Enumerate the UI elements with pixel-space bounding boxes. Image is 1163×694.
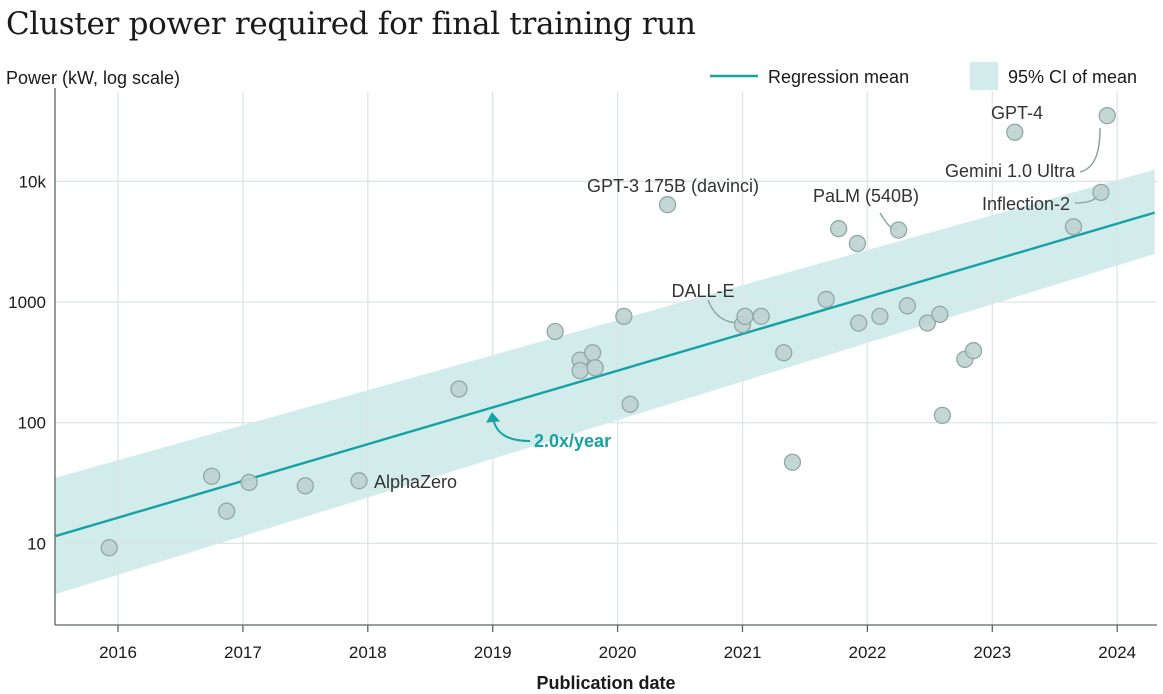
data-point xyxy=(583,344,602,362)
y-tick-label: 1000 xyxy=(8,293,46,312)
rate-label: 2.0x/year xyxy=(534,431,611,451)
ci-band-layer xyxy=(55,169,1155,595)
regression-line-layer xyxy=(55,211,1156,538)
data-point xyxy=(615,307,633,326)
data-point xyxy=(933,406,951,425)
data-point xyxy=(889,221,908,239)
data-point xyxy=(1006,123,1024,141)
annotation-label: Inflection-2 xyxy=(982,194,1070,214)
x-axis-title: Publication date xyxy=(536,673,675,693)
grid-layer xyxy=(55,92,1157,625)
data-point xyxy=(586,359,604,377)
data-point xyxy=(736,307,754,326)
annotation-label: GPT-4 xyxy=(991,103,1043,123)
chart-title: Cluster power required for final trainin… xyxy=(6,6,696,42)
x-tick-label: 2024 xyxy=(1098,643,1136,662)
data-point xyxy=(783,453,802,471)
x-tick-label: 2023 xyxy=(973,643,1011,662)
data-point xyxy=(1098,106,1116,125)
annotation-label: Gemini 1.0 Ultra xyxy=(945,161,1076,181)
data-point xyxy=(752,307,770,326)
rate-arrowhead xyxy=(486,412,501,423)
text-layer: 2016 2017 2018 2019 2020 2021 2022 2023 2024 10 10… xyxy=(6,62,1137,693)
annotation-label: GPT-3 175B (davinci) xyxy=(587,176,759,196)
x-tick-label: 2018 xyxy=(349,643,387,662)
x-tick-label: 2019 xyxy=(474,643,512,662)
x-tick-label: 2022 xyxy=(848,643,886,662)
x-tick-label: 2017 xyxy=(224,643,262,662)
legend-label-ci: 95% CI of mean xyxy=(1008,67,1137,87)
data-point xyxy=(1064,218,1083,236)
axis-layer xyxy=(54,88,1157,632)
data-point xyxy=(830,220,848,238)
ci-band xyxy=(55,169,1155,595)
annotation-label: DALL-E xyxy=(671,281,734,301)
data-point xyxy=(203,467,221,485)
data-point xyxy=(964,342,983,360)
legend-band-swatch xyxy=(970,62,998,90)
regression-line xyxy=(55,211,1156,538)
y-axis-title: Power (kW, log scale) xyxy=(6,68,180,88)
data-point xyxy=(658,196,677,214)
legend-label-regression: Regression mean xyxy=(768,67,909,87)
x-tick-label: 2020 xyxy=(599,643,637,662)
data-point xyxy=(1092,183,1110,201)
data-point xyxy=(218,502,236,520)
data-point xyxy=(848,234,867,253)
leader-line-layer xyxy=(486,127,1101,442)
data-point xyxy=(871,307,889,326)
x-tick-label: 2016 xyxy=(99,643,137,662)
data-point xyxy=(775,344,793,362)
y-tick-label: 100 xyxy=(18,414,46,433)
data-point xyxy=(918,314,937,332)
data-point xyxy=(850,314,868,332)
data-point xyxy=(350,472,368,490)
y-tick-label: 10k xyxy=(19,172,47,191)
data-point xyxy=(450,380,468,398)
data-point xyxy=(546,322,564,341)
data-point-layer xyxy=(100,106,1116,557)
x-tick-label: 2021 xyxy=(724,643,762,662)
data-point xyxy=(296,477,315,495)
data-point xyxy=(571,361,589,380)
data-point xyxy=(931,305,949,324)
data-point xyxy=(898,297,917,315)
y-tick-label: 10 xyxy=(27,534,46,553)
data-point xyxy=(621,395,639,413)
leader-line xyxy=(1079,127,1101,173)
annotation-label: PaLM (540B) xyxy=(813,186,919,206)
data-point xyxy=(817,290,835,309)
data-point xyxy=(100,539,118,557)
annotation-label: AlphaZero xyxy=(374,472,457,492)
data-point xyxy=(240,473,258,492)
